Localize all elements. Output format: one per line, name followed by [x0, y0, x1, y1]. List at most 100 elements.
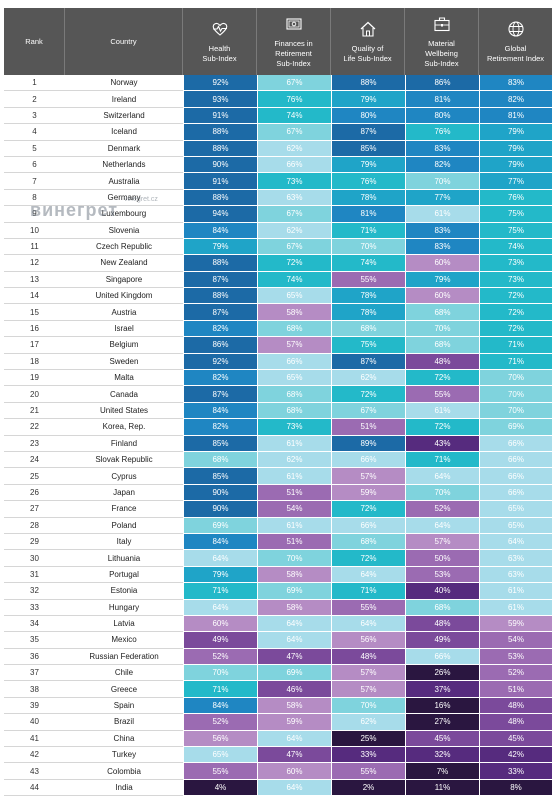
table-row: 9 Luxembourg 94% 67% 81% 61% 75%: [4, 206, 552, 223]
country-cell: Turkey: [65, 747, 183, 764]
table-row: 39 Spain 84% 58% 70% 16% 48%: [4, 697, 552, 715]
country-cell: Mexico: [65, 632, 183, 649]
value-cell-col3: 52%: [183, 648, 257, 666]
value-cell-col6: 61%: [405, 206, 479, 223]
value-cell-col4: 61%: [257, 517, 331, 534]
country-cell: Estonia: [65, 583, 183, 600]
rank-cell: 35: [4, 632, 65, 649]
value-cell-col3: 82%: [183, 320, 257, 338]
value-cell-col7: 66%: [479, 451, 552, 469]
rank-cell: 39: [4, 697, 65, 715]
column-header-text: Finances in: [274, 38, 313, 48]
table-row: 40 Brazil 52% 59% 62% 27% 48%: [4, 714, 552, 731]
rank-cell: 20: [4, 386, 65, 403]
value-cell-col7: 66%: [479, 484, 552, 502]
value-cell-col7: 79%: [479, 156, 552, 174]
value-cell-col5: 57%: [331, 665, 405, 682]
column-header-text: Health: [208, 43, 231, 53]
value-cell-col5: 74%: [331, 255, 405, 272]
table-row: 1 Norway 92% 67% 88% 86% 83%: [4, 75, 552, 92]
column-header-text: Rank: [25, 36, 43, 46]
value-cell-col4: 69%: [257, 583, 331, 600]
value-cell-col3: 88%: [183, 140, 257, 157]
table-row: 28 Poland 69% 61% 66% 64% 65%: [4, 517, 552, 534]
country-cell: Sweden: [65, 353, 183, 371]
country-cell: Slovenia: [65, 222, 183, 239]
value-cell-col7: 66%: [479, 468, 552, 485]
rank-cell: 32: [4, 583, 65, 600]
value-cell-col3: 94%: [183, 206, 257, 223]
rank-cell: 5: [4, 140, 65, 157]
rank-cell: 15: [4, 304, 65, 321]
value-cell-col4: 64%: [257, 615, 331, 633]
value-cell-col5: 79%: [331, 91, 405, 108]
value-cell-col4: 47%: [257, 747, 331, 764]
value-cell-col5: 55%: [331, 763, 405, 780]
value-cell-col7: 61%: [479, 583, 552, 600]
rank-cell: 40: [4, 714, 65, 731]
value-cell-col6: 64%: [405, 517, 479, 534]
value-cell-col5: 78%: [331, 288, 405, 305]
value-cell-col4: 51%: [257, 533, 331, 551]
value-cell-col3: 69%: [183, 517, 257, 534]
value-cell-col6: 77%: [405, 189, 479, 207]
country-cell: Spain: [65, 697, 183, 715]
value-cell-col7: 71%: [479, 337, 552, 354]
value-cell-col5: 51%: [331, 419, 405, 436]
value-cell-col6: 16%: [405, 697, 479, 715]
column-header-text: Quality of: [351, 43, 384, 53]
value-cell-col7: 82%: [479, 91, 552, 108]
value-cell-col6: 70%: [405, 320, 479, 338]
country-cell: Portugal: [65, 566, 183, 584]
value-cell-col4: 67%: [257, 238, 331, 256]
table-row: 18 Sweden 92% 66% 87% 48% 71%: [4, 353, 552, 371]
table-row: 8 Germany 88% 63% 78% 77% 76%: [4, 189, 552, 207]
value-cell-col4: 68%: [257, 402, 331, 420]
rank-cell: 2: [4, 91, 65, 108]
country-cell: Chile: [65, 665, 183, 682]
value-cell-col3: 71%: [183, 583, 257, 600]
value-cell-col3: 85%: [183, 468, 257, 485]
value-cell-col4: 67%: [257, 75, 331, 92]
value-cell-col6: 72%: [405, 419, 479, 436]
rank-cell: 14: [4, 288, 65, 305]
rank-cell: 12: [4, 255, 65, 272]
value-cell-col4: 74%: [257, 107, 331, 125]
value-cell-col7: 77%: [479, 173, 552, 190]
column-header-text: Sub-Index: [276, 58, 311, 68]
country-cell: Malta: [65, 370, 183, 387]
column-header-text: Sub-Index: [424, 58, 459, 68]
value-cell-col5: 62%: [331, 714, 405, 731]
value-cell-col4: 58%: [257, 599, 331, 616]
table-row: 13 Singapore 87% 74% 55% 79% 73%: [4, 271, 552, 289]
value-cell-col3: 88%: [183, 255, 257, 272]
value-cell-col6: 43%: [405, 435, 479, 452]
table-row: 33 Hungary 64% 58% 55% 68% 61%: [4, 599, 552, 616]
value-cell-col5: 64%: [331, 615, 405, 633]
rank-cell: 36: [4, 648, 65, 666]
value-cell-col3: 92%: [183, 75, 257, 92]
rank-cell: 30: [4, 550, 65, 567]
value-cell-col4: 65%: [257, 370, 331, 387]
value-cell-col6: 86%: [405, 75, 479, 92]
column-header-2: Country: [65, 8, 183, 75]
table-row: 38 Greece 71% 46% 57% 37% 51%: [4, 681, 552, 698]
value-cell-col5: 80%: [331, 107, 405, 125]
value-cell-col3: 87%: [183, 304, 257, 321]
value-cell-col5: 33%: [331, 747, 405, 764]
rank-cell: 6: [4, 156, 65, 174]
value-cell-col6: 68%: [405, 304, 479, 321]
country-cell: Poland: [65, 517, 183, 534]
country-cell: Colombia: [65, 763, 183, 780]
country-cell: Ireland: [65, 91, 183, 108]
value-cell-col4: 73%: [257, 173, 331, 190]
value-cell-col4: 76%: [257, 91, 331, 108]
table-row: 42 Turkey 65% 47% 33% 32% 42%: [4, 747, 552, 764]
value-cell-col7: 72%: [479, 288, 552, 305]
value-cell-col5: 81%: [331, 206, 405, 223]
value-cell-col4: 59%: [257, 714, 331, 731]
value-cell-col3: 82%: [183, 419, 257, 436]
table-row: 37 Chile 70% 69% 57% 26% 52%: [4, 665, 552, 682]
table-row: 32 Estonia 71% 69% 71% 40% 61%: [4, 583, 552, 600]
rank-cell: 17: [4, 337, 65, 354]
